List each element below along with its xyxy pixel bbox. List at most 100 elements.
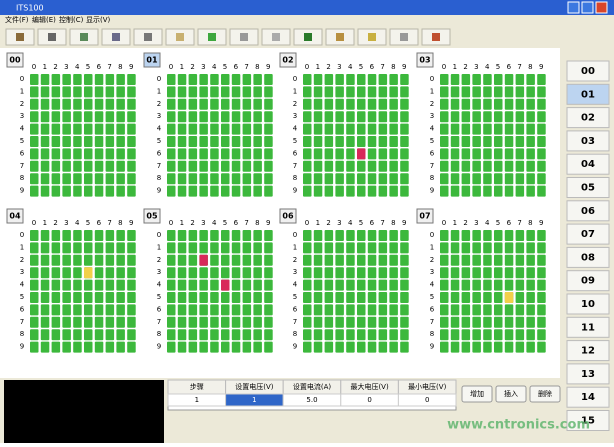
cell[interactable] bbox=[324, 111, 334, 123]
cell[interactable] bbox=[303, 304, 312, 316]
cell[interactable] bbox=[167, 267, 176, 279]
cell[interactable] bbox=[461, 329, 471, 341]
cell[interactable] bbox=[51, 111, 61, 123]
cell[interactable] bbox=[73, 136, 82, 147]
cell[interactable] bbox=[264, 267, 273, 279]
cell[interactable] bbox=[177, 292, 187, 303]
cell[interactable] bbox=[253, 267, 262, 279]
cell[interactable] bbox=[62, 98, 71, 110]
cell[interactable] bbox=[461, 341, 471, 353]
cell[interactable] bbox=[537, 230, 546, 241]
cell[interactable] bbox=[515, 136, 525, 147]
cell[interactable] bbox=[116, 304, 125, 316]
cell[interactable] bbox=[313, 111, 323, 123]
cell[interactable] bbox=[303, 86, 312, 98]
cell[interactable] bbox=[84, 304, 93, 316]
cell[interactable] bbox=[188, 185, 198, 197]
cell[interactable] bbox=[400, 254, 409, 266]
cell[interactable] bbox=[483, 98, 492, 110]
cell[interactable] bbox=[167, 74, 176, 85]
cell[interactable] bbox=[30, 160, 39, 172]
cell[interactable] bbox=[62, 160, 71, 172]
cell[interactable] bbox=[116, 123, 125, 135]
cell[interactable] bbox=[51, 98, 61, 110]
cell[interactable] bbox=[221, 160, 230, 172]
cell[interactable] bbox=[242, 160, 252, 172]
cell[interactable] bbox=[515, 98, 525, 110]
cell[interactable] bbox=[221, 242, 230, 254]
cell[interactable] bbox=[40, 173, 50, 185]
cell[interactable] bbox=[177, 74, 187, 85]
cell[interactable] bbox=[313, 341, 323, 353]
cell[interactable] bbox=[526, 267, 535, 279]
cell[interactable] bbox=[515, 341, 525, 353]
cell[interactable] bbox=[40, 185, 50, 197]
cell[interactable] bbox=[537, 148, 546, 160]
cell[interactable] bbox=[167, 254, 176, 266]
cell[interactable] bbox=[40, 148, 50, 160]
cell[interactable] bbox=[264, 292, 273, 303]
cell[interactable] bbox=[84, 123, 93, 135]
cell[interactable] bbox=[515, 292, 525, 303]
cell[interactable] bbox=[167, 111, 176, 123]
cell[interactable] bbox=[472, 292, 481, 303]
cell[interactable] bbox=[440, 230, 449, 241]
cell[interactable] bbox=[472, 341, 481, 353]
cell[interactable] bbox=[73, 267, 82, 279]
menu-item[interactable]: 文件(F) bbox=[5, 15, 29, 24]
cell[interactable] bbox=[253, 316, 262, 328]
cell[interactable] bbox=[264, 316, 273, 328]
cell[interactable] bbox=[94, 136, 104, 147]
cell[interactable] bbox=[461, 267, 471, 279]
cell[interactable] bbox=[526, 123, 535, 135]
cell[interactable] bbox=[303, 316, 312, 328]
cell[interactable] bbox=[221, 136, 230, 147]
cell[interactable] bbox=[116, 160, 125, 172]
cell[interactable] bbox=[335, 316, 344, 328]
cell[interactable] bbox=[253, 341, 262, 353]
cell[interactable] bbox=[335, 254, 344, 266]
cell[interactable] bbox=[483, 292, 492, 303]
cell[interactable] bbox=[253, 123, 262, 135]
cell[interactable] bbox=[515, 173, 525, 185]
cell[interactable] bbox=[73, 254, 82, 266]
cell[interactable] bbox=[346, 267, 355, 279]
cell[interactable] bbox=[313, 304, 323, 316]
cell[interactable] bbox=[537, 329, 546, 341]
cell[interactable] bbox=[324, 254, 334, 266]
cell[interactable] bbox=[357, 279, 366, 291]
cell[interactable] bbox=[400, 292, 409, 303]
cell[interactable] bbox=[30, 74, 39, 85]
cell[interactable] bbox=[378, 86, 388, 98]
cell[interactable] bbox=[199, 148, 208, 160]
cell[interactable] bbox=[242, 111, 252, 123]
cell[interactable] bbox=[73, 279, 82, 291]
cell[interactable] bbox=[515, 267, 525, 279]
cell[interactable] bbox=[51, 341, 61, 353]
cell[interactable] bbox=[30, 111, 39, 123]
cell[interactable] bbox=[84, 292, 93, 303]
cell[interactable] bbox=[40, 279, 50, 291]
cell[interactable] bbox=[105, 148, 115, 160]
cell[interactable] bbox=[367, 148, 377, 160]
cell[interactable] bbox=[231, 148, 241, 160]
cell[interactable] bbox=[199, 98, 208, 110]
cell[interactable] bbox=[127, 173, 136, 185]
cell[interactable] bbox=[116, 111, 125, 123]
cell[interactable] bbox=[450, 98, 460, 110]
cell[interactable] bbox=[472, 279, 481, 291]
cell[interactable] bbox=[62, 254, 71, 266]
cell[interactable] bbox=[199, 316, 208, 328]
cell[interactable] bbox=[177, 254, 187, 266]
cell[interactable] bbox=[515, 74, 525, 85]
cell[interactable] bbox=[335, 329, 344, 341]
cell[interactable] bbox=[177, 185, 187, 197]
cell[interactable] bbox=[389, 292, 398, 303]
cell[interactable] bbox=[51, 86, 61, 98]
cell[interactable] bbox=[210, 160, 219, 172]
cell[interactable] bbox=[450, 329, 460, 341]
cell[interactable] bbox=[515, 242, 525, 254]
cell[interactable] bbox=[357, 136, 366, 147]
cell[interactable] bbox=[242, 230, 252, 241]
cell[interactable] bbox=[84, 173, 93, 185]
